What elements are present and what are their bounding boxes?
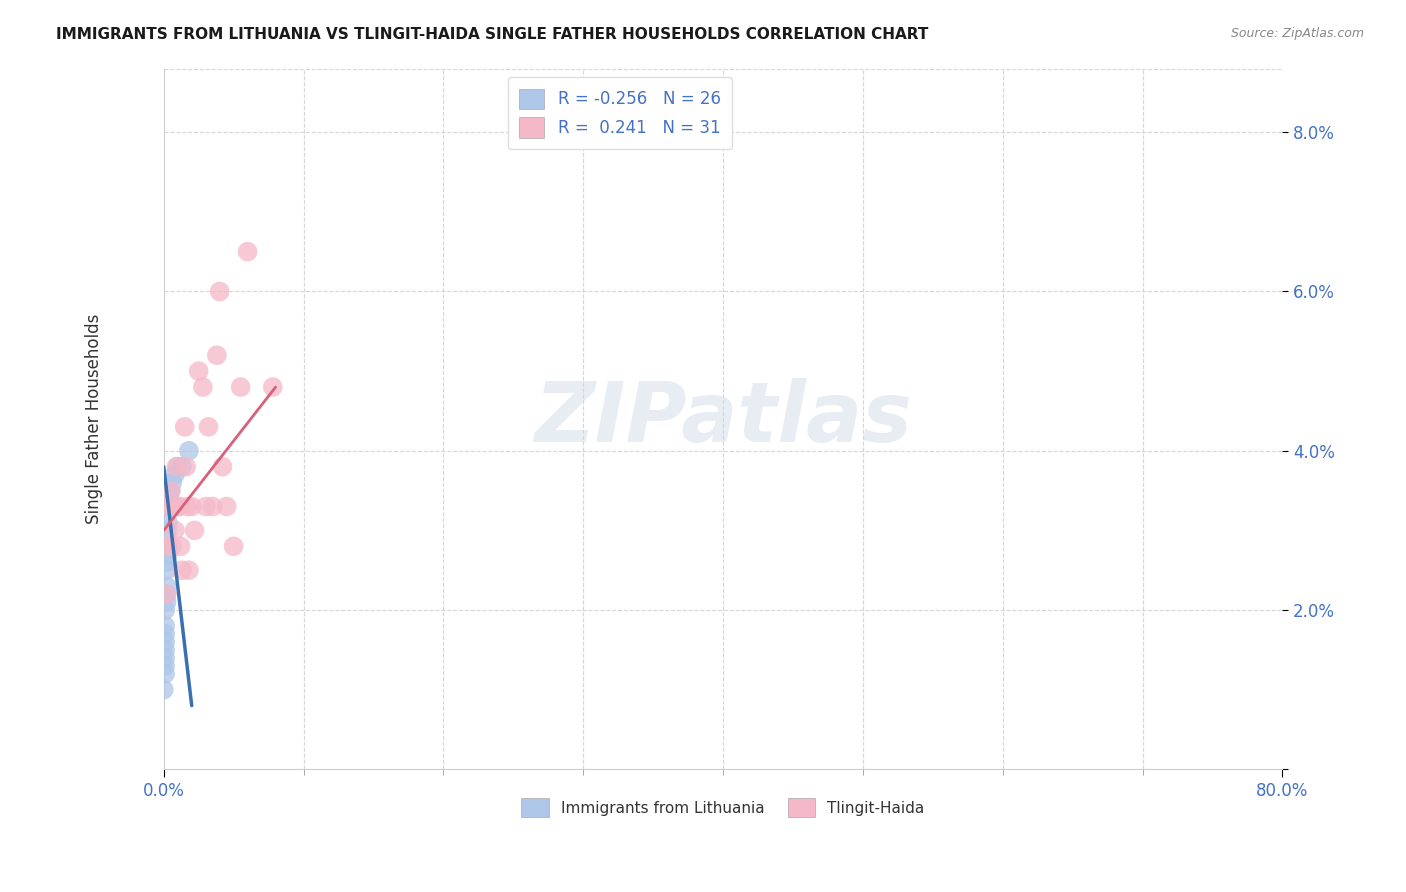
Point [170,563,193,577]
Point [157,491,180,506]
Text: ZIPatlas: ZIPatlas [534,378,912,459]
Y-axis label: Single Father Households: Single Father Households [86,314,103,524]
Point [153,619,176,633]
Point [157,500,180,514]
Point [169,539,191,553]
Point [166,459,188,474]
Point [162,500,184,514]
Text: IMMIGRANTS FROM LITHUANIA VS TLINGIT-HAIDA SINGLE FATHER HOUSEHOLDS CORRELATION : IMMIGRANTS FROM LITHUANIA VS TLINGIT-HAI… [56,27,928,42]
Point [153,635,176,649]
Point [155,579,177,593]
Point [229,380,252,394]
Point [191,380,214,394]
Point [177,563,200,577]
Point [208,285,231,299]
Point [160,539,183,553]
Point [152,682,174,697]
Point [153,627,176,641]
Point [163,467,186,482]
Point [165,459,187,474]
Point [155,595,177,609]
Legend: Immigrants from Lithuania, Tlingit-Haida: Immigrants from Lithuania, Tlingit-Haida [513,791,932,825]
Point [156,524,179,538]
Point [155,555,177,569]
Point [159,483,181,498]
Point [155,587,177,601]
Point [177,443,200,458]
Point [153,650,176,665]
Point [180,500,202,514]
Point [156,516,179,530]
Point [215,500,238,514]
Point [176,500,198,514]
Point [173,420,195,434]
Point [157,500,180,514]
Point [155,563,177,577]
Point [222,539,245,553]
Point [183,524,205,538]
Point [159,483,181,498]
Point [205,348,228,362]
Point [194,500,217,514]
Point [153,666,176,681]
Point [211,459,233,474]
Point [163,524,186,538]
Point [156,539,179,553]
Point [197,420,219,434]
Point [153,658,176,673]
Point [155,587,177,601]
Text: Source: ZipAtlas.com: Source: ZipAtlas.com [1230,27,1364,40]
Point [166,500,188,514]
Point [170,459,193,474]
Point [153,643,176,657]
Point [201,500,224,514]
Point [174,459,197,474]
Point [167,500,190,514]
Point [236,244,259,259]
Point [153,603,176,617]
Point [156,539,179,553]
Point [262,380,284,394]
Point [187,364,209,378]
Point [156,547,179,561]
Point [160,475,183,490]
